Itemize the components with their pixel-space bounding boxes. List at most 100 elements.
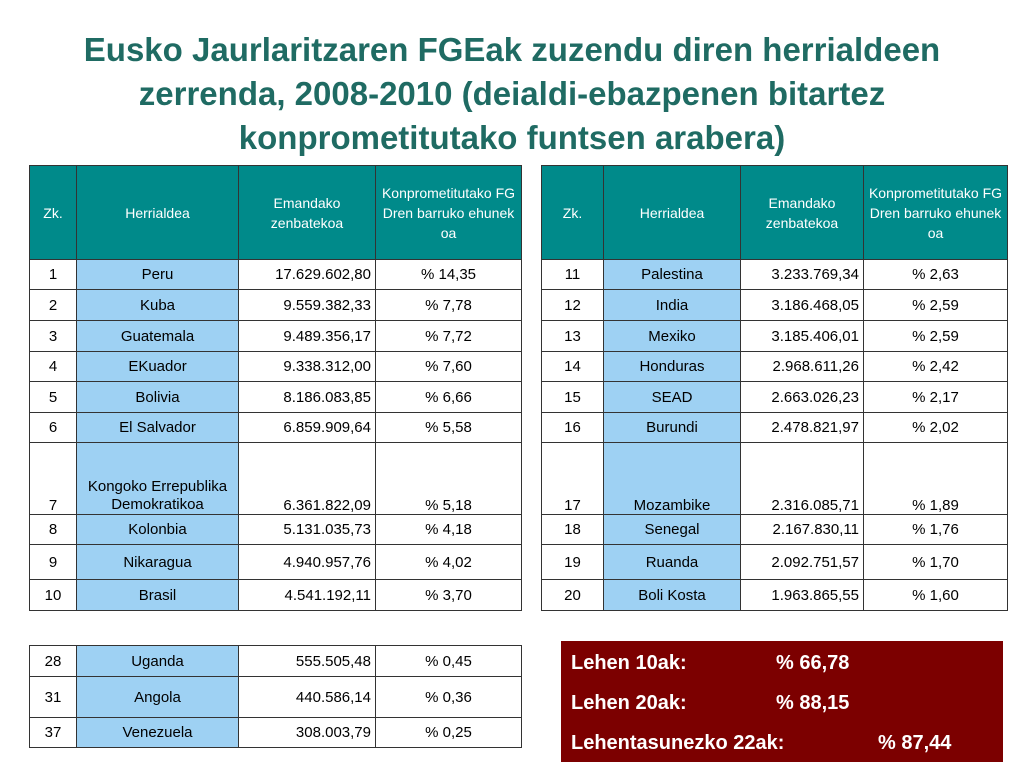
row-zk: 2: [29, 289, 77, 321]
header-konprometitut: Konprometitutako FGDren barruko ehunekoa: [863, 165, 1008, 260]
row-amount: 9.338.312,00: [238, 351, 376, 382]
row-zk: 4: [29, 351, 77, 382]
row-country: Kuba: [76, 289, 239, 321]
summary-box: Lehen 10ak: % 66,78 Lehen 20ak: % 88,15 …: [561, 641, 1003, 762]
table-row: 11 Palestina 3.233.769,34% 2,63: [541, 259, 1008, 290]
table-row: 5 Bolivia 8.186.083,85% 6,66: [29, 381, 522, 413]
table-row: 6 El Salvador 6.859.909,64% 5,58: [29, 412, 522, 443]
row-zk: 6: [29, 412, 77, 443]
table-row: 13 Mexiko 3.185.406,01% 2,59: [541, 320, 1008, 352]
page-title: Eusko Jaurlaritzaren FGEak zuzendu diren…: [83, 31, 941, 156]
row-amount: 8.186.083,85: [238, 381, 376, 413]
row-pct: % 4,18: [375, 514, 522, 545]
row-country: Bolivia: [76, 381, 239, 413]
row-zk: 9: [29, 544, 77, 580]
header-emandako: Emandako zenbatekoa: [740, 165, 864, 260]
row-zk: 12: [541, 289, 604, 321]
summary-value: % 88,15: [776, 692, 850, 714]
table-row: 3 Guatemala 9.489.356,17% 7,72: [29, 320, 522, 352]
table-row: 18 Senegal 2.167.830,11% 1,76: [541, 514, 1008, 545]
row-amount: 3.185.406,01: [740, 320, 864, 352]
header-herrialdea: Herrialdea: [603, 165, 741, 260]
row-country: Uganda: [76, 645, 239, 677]
row-zk: 7: [29, 442, 77, 515]
table-row: 2 Kuba 9.559.382,33% 7,78: [29, 289, 522, 321]
row-country: Kongoko Errepublika Demokratikoa: [76, 442, 239, 515]
table-row: 12 India 3.186.468,05% 2,59: [541, 289, 1008, 321]
table-row: 8 Kolonbia 5.131.035,73% 4,18: [29, 514, 522, 545]
header-emandako: Emandako zenbatekoa: [238, 165, 376, 260]
row-pct: % 1,76: [863, 514, 1008, 545]
row-country: Kolonbia: [76, 514, 239, 545]
table-row: 7 Kongoko Errepublika Demokratikoa 6.361.8…: [29, 442, 522, 515]
row-zk: 20: [541, 579, 604, 611]
row-pct: % 5,58: [375, 412, 522, 443]
row-pct: % 4,02: [375, 544, 522, 580]
header-herrialdea: Herrialdea: [76, 165, 239, 260]
table-row: 10 Brasil 4.541.192,11% 3,70: [29, 579, 522, 611]
row-country: Palestina: [603, 259, 741, 290]
row-pct: % 0,25: [375, 717, 522, 748]
row-amount: 555.505,48: [238, 645, 376, 677]
row-amount: 2.316.085,71: [740, 442, 864, 515]
row-zk: 19: [541, 544, 604, 580]
row-amount: 2.663.026,23: [740, 381, 864, 413]
row-country: Boli Kosta: [603, 579, 741, 611]
row-country: SEAD: [603, 381, 741, 413]
table-row: 19 Ruanda 2.092.751,57% 1,70: [541, 544, 1008, 580]
row-zk: 3: [29, 320, 77, 352]
row-zk: 8: [29, 514, 77, 545]
header-konprometitut: Konprometitutako FGDren barruko ehunekoa: [375, 165, 522, 260]
extra-table: 28 Uganda 555.505,48% 0,45 31 Angola 440.586…: [29, 645, 522, 748]
row-pct: % 0,36: [375, 676, 522, 718]
header-zk: Zk.: [541, 165, 604, 260]
row-zk: 14: [541, 351, 604, 382]
row-zk: 11: [541, 259, 604, 290]
row-pct: % 7,60: [375, 351, 522, 382]
row-country: Brasil: [76, 579, 239, 611]
row-amount: 440.586,14: [238, 676, 376, 718]
row-country: Peru: [76, 259, 239, 290]
row-amount: 2.092.751,57: [740, 544, 864, 580]
row-amount: 9.489.356,17: [238, 320, 376, 352]
row-country: India: [603, 289, 741, 321]
summary-label: Lehentasunezko 22ak:: [571, 732, 785, 754]
row-zk: 16: [541, 412, 604, 443]
row-amount: 17.629.602,80: [238, 259, 376, 290]
table-row: 14 Honduras 2.968.611,26% 2,42: [541, 351, 1008, 382]
row-pct: % 2,59: [863, 289, 1008, 321]
right-table: Zk. Herrialdea Emandako zenbatekoa Konpr…: [541, 165, 1008, 611]
table-row: 16 Burundi 2.478.821,97% 2,02: [541, 412, 1008, 443]
row-zk: 31: [29, 676, 77, 718]
row-pct: % 2,17: [863, 381, 1008, 413]
row-pct: % 3,70: [375, 579, 522, 611]
table-header-row: Zk. Herrialdea Emandako zenbatekoa Konpr…: [29, 165, 522, 260]
row-pct: % 2,59: [863, 320, 1008, 352]
row-amount: 9.559.382,33: [238, 289, 376, 321]
row-zk: 15: [541, 381, 604, 413]
row-amount: 3.233.769,34: [740, 259, 864, 290]
row-zk: 37: [29, 717, 77, 748]
row-amount: 4.940.957,76: [238, 544, 376, 580]
row-zk: 13: [541, 320, 604, 352]
summary-label: Lehen 10ak:: [571, 652, 687, 674]
row-country: Ruanda: [603, 544, 741, 580]
summary-value: % 87,44: [878, 732, 952, 754]
row-amount: 5.131.035,73: [238, 514, 376, 545]
row-pct: % 14,35: [375, 259, 522, 290]
row-country: Mexiko: [603, 320, 741, 352]
row-pct: % 2,63: [863, 259, 1008, 290]
row-amount: 6.361.822,09: [238, 442, 376, 515]
row-amount: 1.963.865,55: [740, 579, 864, 611]
row-amount: 3.186.468,05: [740, 289, 864, 321]
table-header-row: Zk. Herrialdea Emandako zenbatekoa Konpr…: [541, 165, 1008, 260]
summary-value: % 66,78: [776, 652, 850, 674]
row-pct: % 6,66: [375, 381, 522, 413]
row-country: El Salvador: [76, 412, 239, 443]
row-pct: % 1,89: [863, 442, 1008, 515]
row-amount: 2.167.830,11: [740, 514, 864, 545]
row-country: Honduras: [603, 351, 741, 382]
summary-label: Lehen 20ak:: [571, 692, 687, 714]
row-zk: 10: [29, 579, 77, 611]
row-country: Guatemala: [76, 320, 239, 352]
